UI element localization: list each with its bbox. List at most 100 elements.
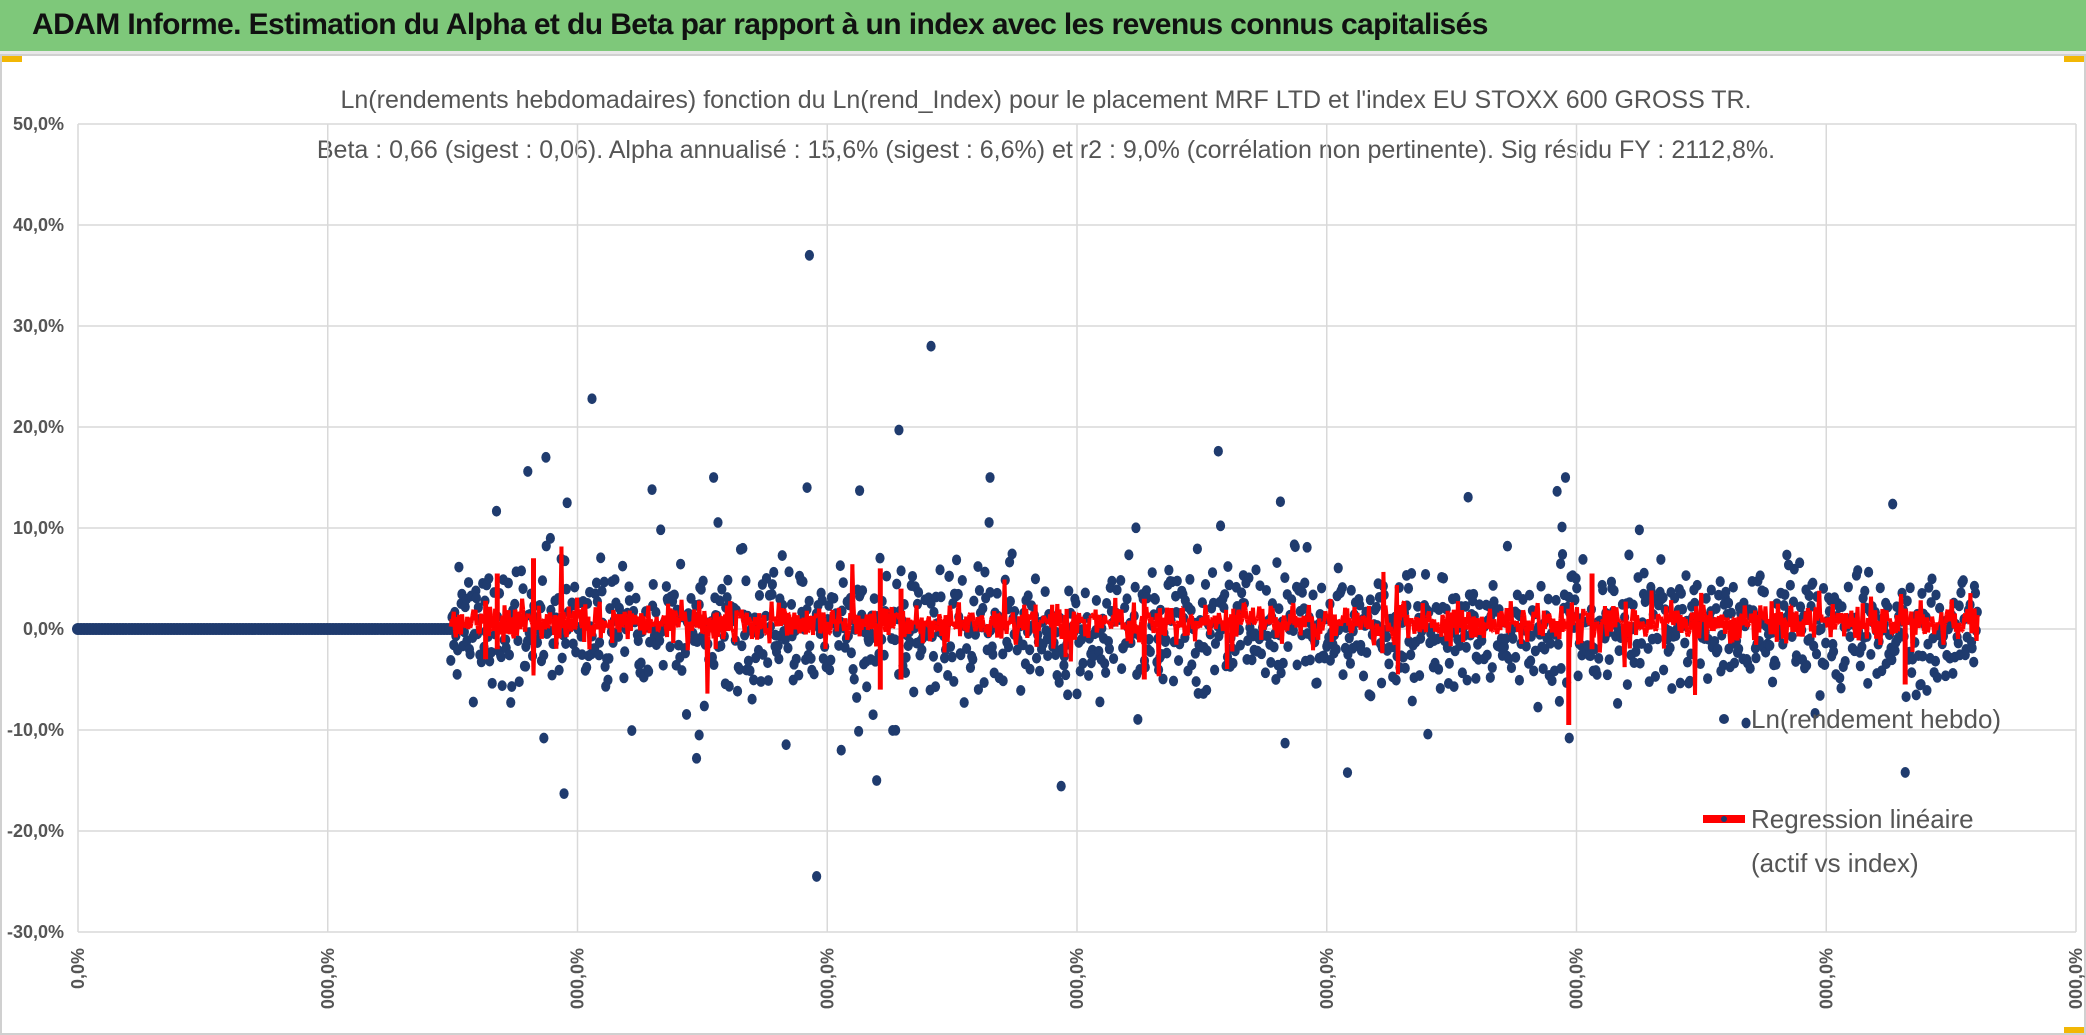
data-point: [1533, 701, 1543, 713]
legend: Ln(rendement hebdo) Regression linéaire …: [1703, 704, 2001, 878]
regression-segment: [1782, 616, 1787, 621]
data-point: [510, 598, 520, 610]
regression-segment: [799, 624, 805, 632]
regression-segment: [1352, 606, 1358, 617]
data-point: [1213, 445, 1223, 457]
data-point: [1853, 565, 1863, 576]
regression-segment: [1146, 612, 1152, 619]
data-point: [1331, 644, 1341, 655]
data-point: [763, 657, 773, 669]
regression-segment: [1499, 610, 1505, 618]
regression-segment: [1207, 627, 1213, 636]
regression-segment: [1832, 623, 1838, 630]
regression-segment: [1467, 617, 1473, 631]
data-point: [1551, 594, 1561, 606]
regression-segment: [1618, 619, 1624, 624]
regression-segment: [1842, 624, 1848, 637]
y-tick-label: 20,0%: [13, 417, 64, 437]
regression-segment: [1627, 621, 1633, 649]
data-point: [1112, 584, 1122, 596]
regression-segment: [902, 633, 908, 638]
regression-segment: [489, 615, 495, 629]
data-point: [677, 665, 687, 676]
regression-segment: [1435, 621, 1441, 628]
data-point: [604, 653, 614, 664]
regression-segment: [1930, 616, 1936, 624]
data-point: [806, 653, 816, 664]
data-point: [1676, 587, 1686, 599]
data-point: [696, 583, 706, 595]
data-point: [817, 595, 827, 606]
regression-segment: [1477, 631, 1483, 636]
data-point: [1485, 672, 1495, 683]
regression-segment: [518, 613, 524, 630]
data-point: [1256, 648, 1267, 660]
data-point: [698, 575, 708, 587]
data-point: [836, 744, 846, 756]
regression-segment: [1362, 615, 1367, 620]
data-point: [1726, 607, 1736, 619]
data-point: [1788, 596, 1799, 608]
data-point: [1836, 682, 1846, 694]
regression-segment: [1508, 601, 1514, 618]
regression-segment: [1880, 608, 1886, 619]
regression-segment: [823, 629, 829, 649]
data-point: [1713, 643, 1723, 655]
regression-segment: [1826, 616, 1832, 621]
regression-segment: [1916, 621, 1922, 629]
regression-segment: [782, 608, 787, 613]
data-point: [949, 675, 959, 687]
data-point: [1808, 577, 1818, 589]
regression-segment: [941, 618, 945, 623]
y-tick-label: 0,0%: [23, 619, 64, 639]
data-point: [1269, 641, 1279, 653]
data-point: [951, 554, 962, 566]
regression-segment: [1358, 618, 1364, 630]
data-point: [506, 697, 516, 708]
data-point: [852, 692, 862, 703]
data-point: [855, 485, 865, 497]
regression-segment: [1253, 619, 1258, 624]
regression-segment: [1423, 617, 1429, 633]
data-point: [743, 655, 754, 667]
data-point: [446, 655, 456, 666]
data-point: [1202, 645, 1212, 657]
data-point: [979, 677, 989, 688]
data-point: [503, 577, 513, 589]
data-point: [523, 466, 533, 477]
regression-segment: [478, 613, 484, 622]
data-point: [547, 669, 557, 681]
data-point: [1023, 590, 1033, 602]
data-point: [1556, 663, 1566, 674]
data-point: [773, 640, 783, 651]
regression-segment: [622, 611, 628, 617]
data-point: [917, 644, 927, 656]
data-point: [1247, 654, 1257, 666]
data-point: [1843, 581, 1853, 593]
regression-segment: [1488, 608, 1494, 632]
data-point: [767, 579, 777, 590]
data-point: [1545, 637, 1556, 649]
data-point: [1598, 584, 1608, 596]
data-point: [1280, 737, 1290, 749]
regression-segment: [1941, 624, 1947, 645]
data-point: [1779, 600, 1789, 611]
data-point: [1223, 561, 1233, 572]
data-point: [539, 649, 549, 661]
data-point: [907, 570, 918, 582]
regression-segment: [1695, 618, 1701, 623]
data-point: [1970, 587, 1981, 599]
data-point: [882, 570, 892, 582]
regression-segment: [1254, 617, 1259, 622]
regression-segment: [1095, 620, 1101, 629]
regression-segment: [1388, 626, 1394, 632]
data-point: [1237, 587, 1247, 599]
data-point: [1460, 600, 1471, 612]
data-point: [1572, 582, 1582, 594]
data-point: [717, 583, 727, 595]
regression-segment: [753, 616, 759, 626]
regression-segment: [1409, 617, 1415, 625]
data-point: [1004, 556, 1015, 568]
regression-segment: [1686, 629, 1692, 635]
regression-segment: [1643, 632, 1649, 638]
